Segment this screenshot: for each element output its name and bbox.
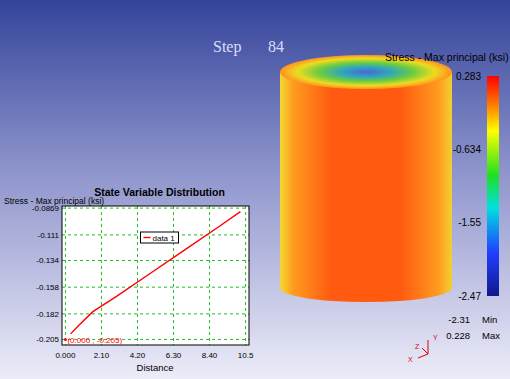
colorbar-title: Stress - Max principal (ksi) bbox=[385, 51, 509, 63]
grid-line bbox=[62, 287, 249, 288]
min-value: -2.31 bbox=[448, 314, 470, 325]
legend-label: data 1 bbox=[153, 234, 176, 243]
step-label: Step bbox=[213, 38, 241, 56]
y-tick-label: -0.111 bbox=[38, 231, 60, 240]
series-line bbox=[71, 212, 241, 334]
x-axis-label: Distance bbox=[137, 362, 174, 373]
x-tick-label: 0.000 bbox=[55, 351, 76, 360]
x-tick-label: 6.30 bbox=[166, 351, 182, 360]
annotation: (0.000 , -0.205) bbox=[67, 336, 122, 345]
y-tick-label: -0.182 bbox=[36, 310, 59, 319]
y-tick-label: -0.158 bbox=[36, 283, 59, 292]
series-group bbox=[64, 212, 240, 341]
y-tick-label: -0.205 bbox=[36, 335, 59, 344]
min-label: Min bbox=[482, 314, 497, 325]
triad-axis bbox=[428, 340, 429, 354]
triad-label: Y bbox=[433, 334, 438, 341]
grid-line bbox=[173, 206, 174, 345]
max-value: 0.228 bbox=[446, 330, 470, 341]
grid-line bbox=[245, 206, 246, 345]
colorbar-tick-label: -2.47 bbox=[458, 291, 481, 302]
triad-label: X bbox=[408, 356, 413, 363]
x-tick-label: 10.5 bbox=[238, 351, 254, 360]
plot-frame bbox=[62, 206, 249, 345]
chart-title: State Variable Distribution bbox=[94, 186, 225, 198]
background bbox=[0, 0, 510, 379]
x-tick-label: 4.20 bbox=[130, 351, 146, 360]
cylinder-body bbox=[280, 72, 452, 288]
grid-line bbox=[137, 206, 138, 345]
grid-line bbox=[101, 206, 102, 345]
y-tick-label: -0.134 bbox=[36, 256, 59, 265]
max-label: Max bbox=[482, 330, 500, 341]
triad-axis bbox=[422, 348, 428, 354]
x-tick-label: 2.10 bbox=[94, 351, 110, 360]
canvas: Step 84 Stress - Max principal (ksi) 0.283 -… bbox=[0, 0, 510, 379]
cylinder-bottom bbox=[280, 274, 452, 302]
colorbar bbox=[487, 76, 499, 296]
legend-box bbox=[141, 232, 179, 243]
step-value: 84 bbox=[268, 38, 284, 55]
grid-line bbox=[62, 208, 249, 209]
grid-line bbox=[209, 206, 210, 345]
legend-swatch bbox=[144, 237, 151, 238]
colorbar-tick-label: -1.55 bbox=[458, 217, 481, 228]
grid-line bbox=[62, 260, 249, 261]
y-tick-label: -0.0869 bbox=[32, 204, 60, 213]
plot-area bbox=[62, 206, 249, 345]
colorbar-tick-label: -0.634 bbox=[453, 144, 482, 155]
colorbar-tick-label: 0.283 bbox=[456, 71, 481, 82]
x-tick-label: 8.40 bbox=[202, 351, 218, 360]
triad-label: Z bbox=[415, 343, 420, 350]
triad-axis bbox=[418, 354, 428, 358]
grid-line bbox=[65, 206, 66, 345]
